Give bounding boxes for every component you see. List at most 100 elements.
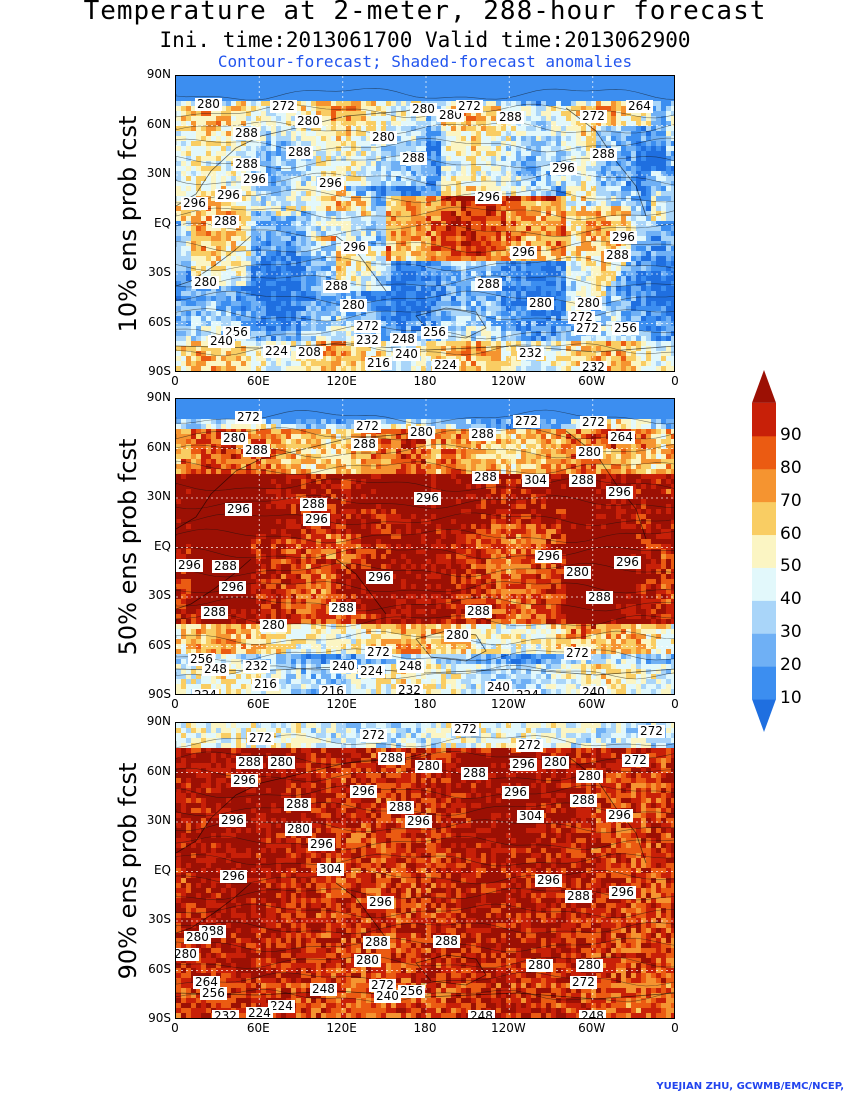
contour-line: [176, 581, 674, 594]
contour-label: 296: [308, 837, 335, 851]
panel-side-label: 10% ens prob fcst: [114, 115, 142, 332]
lon-tick-label: 0: [671, 697, 679, 711]
colorbar-segment: [752, 567, 776, 601]
colorbar-level-label: 50: [780, 556, 802, 577]
colorbar-level-label: 60: [780, 523, 802, 544]
contour-label: 280: [564, 565, 591, 579]
map-panel: 272 272 272 272 264 280 288 280 288 288 280 288 304 2…: [175, 398, 675, 695]
lat-tick-label: 90N: [146, 714, 171, 728]
contour-label: 288: [233, 157, 260, 171]
chart-note: Contour-forecast; Shaded-forecast anomal…: [217, 52, 633, 71]
contour-label: 272: [564, 646, 591, 660]
contour-label: 296: [606, 808, 633, 822]
contour-label: 280: [354, 953, 381, 967]
contour-label: 272: [516, 738, 543, 752]
lon-tick-label: 120E: [326, 697, 357, 711]
lat-tick-label: 60S: [148, 961, 171, 976]
contour-label: 280: [176, 948, 199, 961]
contour-label: 224: [268, 999, 295, 1013]
lat-tick-label: 90S: [148, 1011, 171, 1025]
coastlines: [176, 105, 674, 353]
lat-tick-label: 60N: [146, 763, 171, 778]
anomaly-field: [176, 76, 674, 371]
lon-tick-label: 60W: [578, 697, 606, 711]
contour-label: 216: [365, 356, 392, 370]
contour-label: 288: [323, 279, 350, 293]
colorbar-segment: [752, 402, 776, 437]
contour-label: 288: [233, 126, 260, 140]
contour-line: [176, 750, 674, 766]
lon-tick-label: 0: [671, 1021, 679, 1035]
contour-label: 288: [469, 427, 496, 441]
contour-label: 264: [608, 430, 635, 444]
contour-line: [176, 955, 674, 969]
lon-tick-label: 60E: [246, 1021, 270, 1035]
contour-label: 296: [176, 558, 203, 572]
contour-label: 224: [246, 1006, 273, 1019]
map-panel: 272 272 272 272 272 288 280 288 280 296 280 272 296 2…: [175, 722, 675, 1019]
contour-label: 288: [570, 793, 597, 807]
contour-label: 240: [208, 334, 235, 348]
contour-label: 272: [580, 109, 607, 123]
contour-line: [176, 921, 674, 934]
lon-tick-label: 120W: [490, 1021, 526, 1035]
colorbar-segment: [752, 600, 776, 634]
contour-label: 296: [510, 245, 537, 259]
contour-label: 272: [456, 99, 483, 113]
contour-line: [176, 596, 674, 612]
colorbar-level-label: 80: [780, 457, 802, 478]
lat-tick-label: 30S: [148, 588, 171, 602]
contour-label: 288: [569, 473, 596, 487]
contour-line: [176, 256, 674, 272]
lon-tick-label: 120E: [326, 1021, 357, 1035]
lon-tick-label: 180: [413, 374, 437, 388]
contour-label: 288: [329, 601, 356, 615]
lat-tick-label: 30N: [146, 166, 171, 180]
contour-label: 256: [188, 652, 215, 666]
contour-label: 280: [576, 958, 603, 972]
contour-label: 288: [472, 470, 499, 484]
contour-label: 296: [231, 773, 258, 787]
lon-tick-label: 120E: [326, 374, 357, 388]
contour-label: 296: [341, 240, 368, 254]
contour-line: [176, 784, 674, 799]
contour-label: 288: [284, 797, 311, 811]
contour-label: 288: [590, 147, 617, 161]
contour-label: 240: [580, 686, 607, 694]
contour-label: 296: [614, 555, 641, 569]
colorbar-segment: [752, 435, 776, 470]
lon-tick-label: 0: [171, 374, 179, 388]
lon-tick-label: 120W: [490, 697, 526, 711]
contour-label: 248: [397, 659, 424, 673]
colorbar-level-label: 30: [780, 622, 802, 643]
contour-line: [176, 853, 674, 867]
colorbar-segment: [752, 534, 776, 568]
contour-line: [176, 819, 674, 833]
contour-label: 280: [340, 298, 367, 312]
contour-label: 256: [421, 325, 448, 339]
contour-label: 232: [243, 659, 270, 673]
lat-tick-label: EQ: [153, 862, 171, 877]
contour-line: [176, 528, 674, 544]
contour-label: 288: [300, 497, 327, 511]
contour-label: 296: [535, 549, 562, 563]
lat-tick-label: 90S: [148, 364, 171, 378]
contour-line: [176, 87, 674, 101]
contour-label: 272: [568, 310, 595, 324]
contour-label: 280: [268, 755, 295, 769]
colorbar-level-label: 90: [780, 424, 802, 445]
contour-line: [176, 835, 674, 851]
coastlines: [176, 752, 674, 1000]
contour-label: 208: [296, 345, 323, 359]
colorbar-segment: [752, 468, 776, 503]
contour-label: 272: [247, 731, 274, 745]
contour-label: 240: [374, 989, 401, 1003]
colorbar-level-label: 70: [780, 490, 802, 511]
contour-label: 288: [465, 604, 492, 618]
contour-label: 280: [192, 275, 219, 289]
contour-label: 296: [181, 196, 208, 210]
contour-label: 288: [497, 110, 524, 124]
contour-label: 296: [303, 512, 330, 526]
contour-line: [176, 648, 674, 662]
colorbar: [752, 370, 776, 732]
